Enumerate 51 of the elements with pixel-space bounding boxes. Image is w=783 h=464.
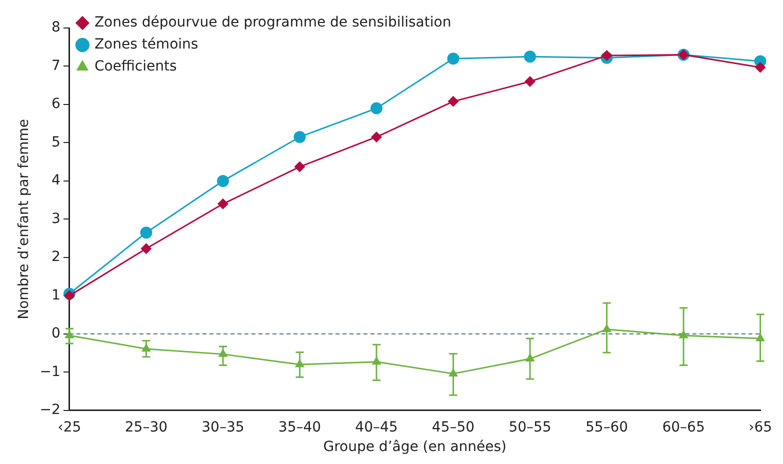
y-axis-title: Nombre d’enfant par femme — [16, 119, 32, 320]
legend-label: Zones dépourvue de programme de sensibilisation — [94, 14, 452, 31]
y-tick-label: 5 — [52, 134, 60, 150]
y-tick-label: 8 — [52, 20, 60, 36]
point — [448, 96, 459, 107]
point — [294, 161, 306, 172]
point — [294, 130, 306, 143]
y-tick-label: 6 — [52, 96, 61, 112]
x-tick-label: 50–55 — [508, 419, 552, 436]
point — [754, 62, 766, 73]
point — [372, 356, 382, 365]
point — [448, 368, 458, 376]
point — [601, 50, 612, 62]
point — [216, 174, 229, 187]
point — [140, 226, 152, 239]
point — [678, 330, 688, 338]
y-tick-label: 1 — [52, 287, 60, 304]
point — [370, 102, 382, 114]
legend-label: Zones témoins — [94, 36, 198, 53]
point — [294, 359, 304, 368]
y-tick-label: 0 — [52, 326, 60, 342]
point — [756, 333, 766, 342]
point — [64, 290, 75, 302]
y-tick-label: 3 — [52, 210, 60, 227]
y-tick-label: −2 — [40, 402, 60, 418]
y-tick-label: 7 — [52, 58, 60, 74]
y-tick-label: 4 — [52, 172, 61, 189]
x-tick-label: 60–65 — [662, 419, 705, 436]
x-tick-label: 25–30 — [124, 419, 168, 436]
x-tick-label: 55–60 — [585, 419, 628, 436]
point — [141, 343, 151, 352]
x-tick-label: 40–45 — [355, 419, 398, 436]
x-tick-label: 35–40 — [278, 419, 322, 436]
point — [524, 76, 536, 88]
point — [64, 330, 74, 338]
x-tick-label: ‹25 — [58, 419, 82, 436]
point — [218, 348, 228, 357]
point — [370, 131, 382, 142]
point — [602, 324, 612, 332]
x-axis-title: Groupe d’âge (en années) — [323, 439, 506, 456]
x-tick-label: ›65 — [748, 419, 772, 436]
point — [525, 353, 535, 362]
legend-label: Coefficients — [94, 58, 177, 75]
y-tick-label: −1 — [40, 364, 60, 380]
y-tick-label: 2 — [52, 249, 60, 266]
point — [217, 198, 228, 210]
x-tick-label: 30–35 — [202, 419, 244, 436]
point — [447, 52, 460, 65]
point — [140, 243, 152, 254]
x-tick-label: 45–50 — [432, 419, 475, 436]
point — [524, 50, 536, 63]
